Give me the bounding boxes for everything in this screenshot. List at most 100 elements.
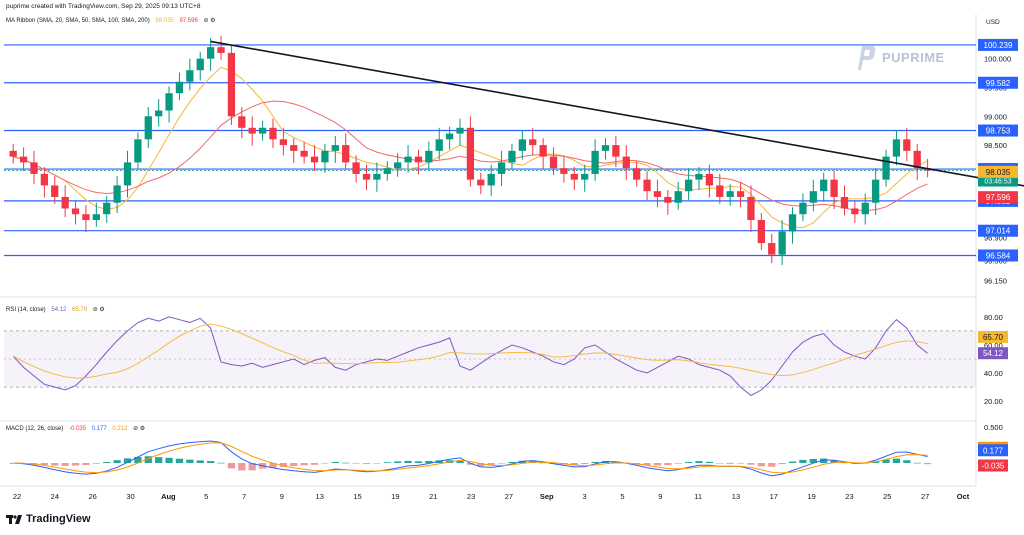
- ma-value-label: 97.596: [986, 193, 1011, 202]
- candle-body: [61, 196, 69, 209]
- level-badge: [978, 224, 1018, 237]
- candle-body: [674, 191, 682, 203]
- candle-body: [82, 214, 90, 220]
- macd-signal-line: [13, 442, 928, 474]
- candle-body: [809, 191, 817, 203]
- macd-histogram-bar: [331, 461, 339, 463]
- time-tick-label: 9: [280, 492, 284, 501]
- macd-tick-label: 0.500: [984, 423, 1003, 432]
- candle-body: [560, 168, 568, 174]
- macd-value-label: 0.177: [983, 446, 1004, 455]
- candle-body: [820, 179, 828, 192]
- macd-histogram-bar: [165, 457, 173, 463]
- candle-body: [113, 185, 121, 203]
- candle-body: [549, 156, 558, 169]
- settings-icon[interactable]: ⊘ ⚙: [92, 307, 105, 313]
- tradingview-brand: TradingView: [6, 513, 91, 525]
- macd-legend[interactable]: MACD (12, 26, close) -0.035 0.177 0.212 …: [6, 425, 149, 432]
- time-tick-label: 27: [505, 492, 513, 501]
- candle-body: [664, 196, 672, 203]
- candle-body: [892, 139, 901, 157]
- macd-value-label: -0.035: [982, 462, 1005, 471]
- level-badge: [978, 76, 1018, 89]
- candle-body: [217, 47, 225, 53]
- time-tick-label: 23: [845, 492, 853, 501]
- candle-body: [445, 133, 454, 140]
- macd-histogram-bar: [217, 462, 225, 464]
- tradingview-logo-icon: [6, 515, 22, 524]
- candle-body: [840, 196, 849, 209]
- rsi-label: RSI (14, close): [6, 307, 46, 313]
- time-tick-label: 21: [429, 492, 437, 501]
- candle-body: [290, 145, 298, 151]
- candle-body: [144, 116, 152, 140]
- candle-body: [269, 127, 277, 140]
- time-tick-label: 17: [770, 492, 778, 501]
- macd-histogram-bar: [206, 461, 215, 463]
- price-tick-label: 98.500: [984, 141, 1007, 150]
- macd-histogram-bar: [186, 459, 194, 463]
- time-tick-label: 3: [583, 492, 587, 501]
- ma-ribbon-value-2: 97.596: [179, 18, 198, 24]
- price-tick-label: 100.000: [984, 55, 1011, 64]
- time-tick-label: 25: [883, 492, 891, 501]
- macd-hist-value: -0.035: [69, 426, 87, 432]
- ma-ribbon-value-1: 98.035: [155, 18, 174, 24]
- time-tick-label: 9: [658, 492, 662, 501]
- macd-histogram-bar: [788, 461, 797, 463]
- macd-histogram-bar: [321, 463, 329, 464]
- macd-histogram-bar: [684, 462, 693, 463]
- time-tick-label: 19: [807, 492, 815, 501]
- macd-histogram-bar: [103, 462, 111, 463]
- candle-body: [134, 139, 142, 163]
- time-tick-label: Aug: [161, 492, 176, 501]
- time-tick-label: 5: [204, 492, 208, 501]
- macd-histogram-bar: [820, 458, 828, 463]
- candle-body: [653, 191, 662, 197]
- ma-value-badge: [978, 165, 1018, 178]
- candle-body: [705, 173, 714, 186]
- rsi-legend[interactable]: RSI (14, close) 54.12 65.70 ⊘ ⚙: [6, 306, 109, 313]
- candle-body: [497, 162, 506, 174]
- time-tick-label: 13: [316, 492, 324, 501]
- macd-histogram-bar: [71, 463, 80, 466]
- candle-body: [30, 162, 38, 174]
- candle-body: [757, 219, 765, 244]
- macd-histogram-bar: [518, 460, 526, 463]
- currency-label: USD: [986, 19, 1000, 26]
- candle-body: [466, 127, 475, 180]
- rsi-ma-line: [12, 323, 928, 379]
- candle-body: [768, 243, 776, 255]
- candle-body: [394, 162, 402, 169]
- time-tick-label: 11: [694, 492, 702, 501]
- chart-caption: puprime created with TradingView.com, Se…: [6, 3, 201, 10]
- macd-histogram-bar: [778, 463, 786, 465]
- macd-histogram-bar: [51, 463, 59, 466]
- macd-histogram-bar: [913, 462, 921, 464]
- macd-histogram-bar: [716, 463, 724, 464]
- candle-body: [882, 156, 890, 180]
- macd-histogram-bar: [155, 457, 163, 463]
- candle-body: [206, 47, 215, 59]
- macd-histogram-bar: [40, 463, 49, 466]
- price-tick-label: 99.000: [984, 112, 1007, 121]
- time-tick-label: 19: [391, 492, 399, 501]
- ma-value-badge: [978, 191, 1018, 204]
- candle-body: [487, 173, 495, 186]
- eye-icon[interactable]: ⊘ ⚙: [203, 18, 216, 24]
- macd-histogram-bar: [726, 462, 734, 464]
- level-label: 99.582: [986, 79, 1011, 88]
- ma-ribbon-legend[interactable]: MA Ribbon (SMA, 20, SMA, 50, SMA, 100, S…: [6, 17, 220, 24]
- macd-histogram-bar: [882, 459, 890, 463]
- rsi-tick-label: 60.00: [984, 341, 1003, 350]
- macd-value: 0.177: [91, 426, 107, 432]
- candle-body: [622, 156, 630, 169]
- settings-icon[interactable]: ⊘ ⚙: [133, 426, 146, 432]
- trend-line: [210, 40, 1024, 187]
- macd-histogram-bar: [466, 463, 475, 465]
- macd-histogram-bar: [809, 458, 817, 463]
- level-badge: [978, 38, 1018, 51]
- macd-histogram-bar: [238, 463, 246, 471]
- rsi-value: 54.12: [51, 307, 67, 313]
